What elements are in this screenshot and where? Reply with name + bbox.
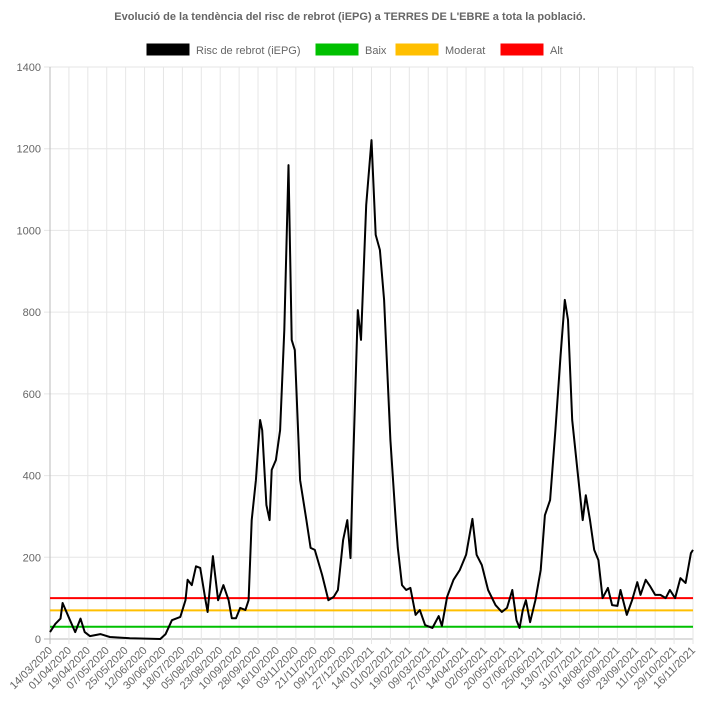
- legend-label-0: Risc de rebrot (iEPG): [196, 45, 301, 57]
- legend-swatch-1: [314, 42, 360, 57]
- legend-swatch-3: [499, 42, 545, 57]
- x-axis: 14/03/202001/04/202019/04/202007/05/2020…: [8, 645, 698, 692]
- chart-title: Evolució de la tendència del risc de reb…: [114, 11, 585, 23]
- legend-swatch-2: [394, 42, 440, 57]
- series-layer: [49, 139, 694, 640]
- legend-label-3: Alt: [550, 45, 563, 57]
- series-line-iepg: [49, 139, 694, 640]
- y-tick-label: 200: [23, 552, 41, 564]
- legend-swatch-0: [145, 42, 191, 57]
- y-tick-label: 0: [35, 634, 41, 646]
- y-tick-label: 1400: [17, 62, 41, 74]
- y-tick-label: 1000: [17, 225, 41, 237]
- legend-label-1: Baix: [365, 45, 387, 57]
- y-tick-label: 400: [23, 471, 41, 483]
- legend[interactable]: Risc de rebrot (iEPG) Baix Moderat Alt: [145, 42, 563, 57]
- legend-label-2: Moderat: [445, 45, 485, 57]
- y-tick-label: 800: [23, 307, 41, 319]
- y-tick-label: 600: [23, 389, 41, 401]
- y-tick-label: 1200: [17, 144, 41, 156]
- grid: [44, 66, 694, 644]
- y-axis: 0 200 400 600 800 1000 1200 1400: [17, 62, 41, 646]
